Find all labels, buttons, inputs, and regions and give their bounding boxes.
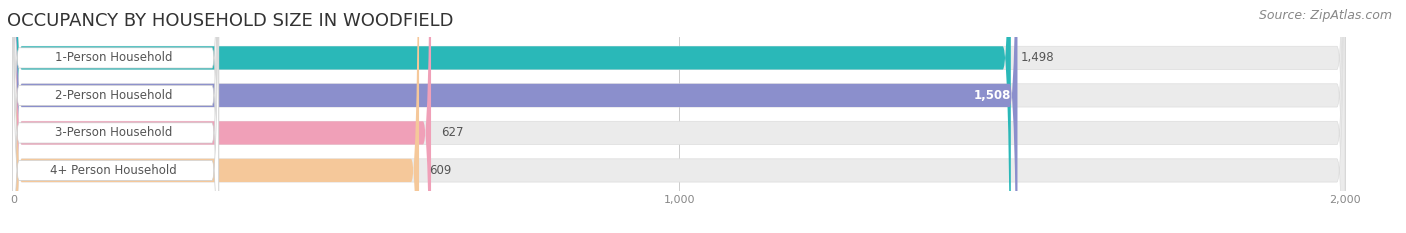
FancyBboxPatch shape [14, 0, 1346, 233]
FancyBboxPatch shape [14, 0, 1011, 233]
Text: 1,498: 1,498 [1021, 51, 1054, 64]
FancyBboxPatch shape [14, 0, 432, 233]
FancyBboxPatch shape [14, 0, 419, 233]
Text: 4+ Person Household: 4+ Person Household [51, 164, 177, 177]
FancyBboxPatch shape [14, 0, 1346, 233]
FancyBboxPatch shape [14, 0, 1346, 233]
Text: 3-Person Household: 3-Person Household [55, 127, 172, 139]
FancyBboxPatch shape [13, 0, 219, 233]
Text: 627: 627 [441, 127, 464, 139]
Text: 1-Person Household: 1-Person Household [55, 51, 173, 64]
Text: OCCUPANCY BY HOUSEHOLD SIZE IN WOODFIELD: OCCUPANCY BY HOUSEHOLD SIZE IN WOODFIELD [7, 12, 454, 30]
FancyBboxPatch shape [13, 0, 219, 233]
FancyBboxPatch shape [13, 0, 219, 233]
FancyBboxPatch shape [13, 0, 219, 233]
Text: 609: 609 [429, 164, 451, 177]
FancyBboxPatch shape [14, 0, 1346, 233]
Text: 1,508: 1,508 [973, 89, 1011, 102]
Text: Source: ZipAtlas.com: Source: ZipAtlas.com [1258, 9, 1392, 22]
Text: 2-Person Household: 2-Person Household [55, 89, 173, 102]
FancyBboxPatch shape [14, 0, 1018, 233]
